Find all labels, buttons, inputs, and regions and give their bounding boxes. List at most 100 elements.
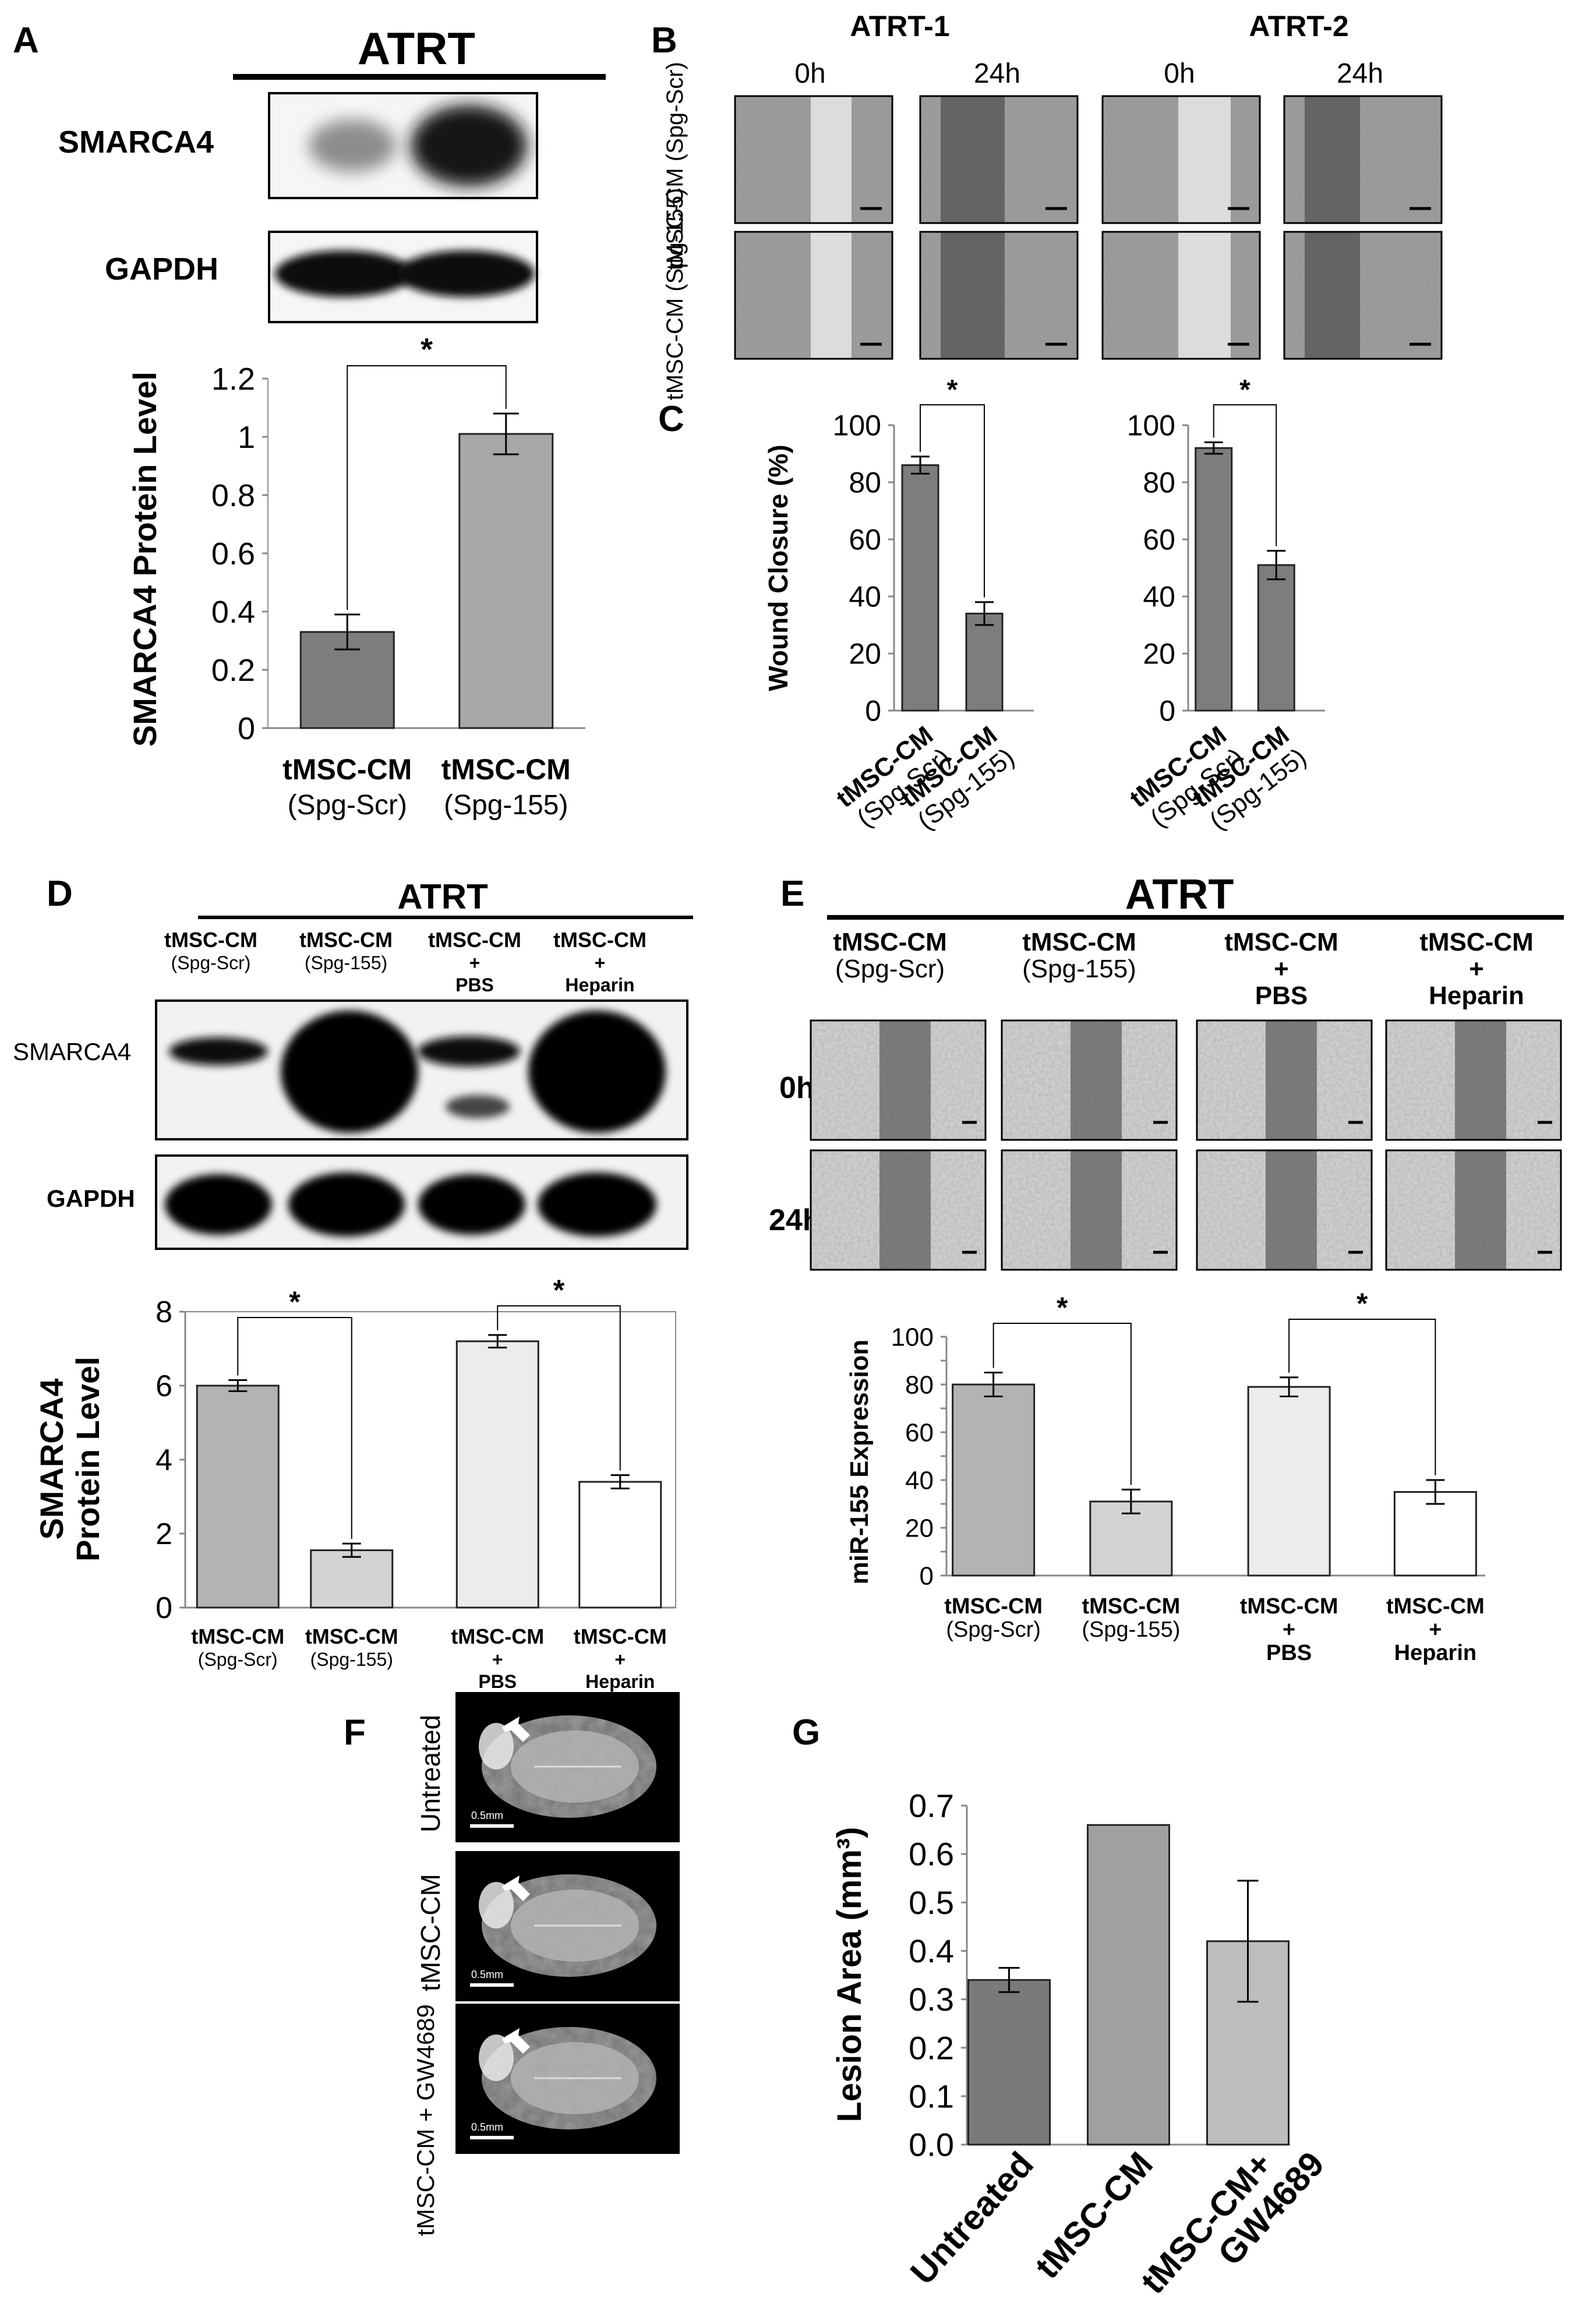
y-tick-label: 20	[905, 1514, 934, 1542]
x-category-label-line: Heparin	[1394, 1641, 1476, 1665]
timepoint-0h-1: 0h	[794, 58, 825, 89]
blot-label-gapdh-d: GAPDH	[47, 1185, 135, 1212]
x-category-label-line: tMSC-CM	[574, 1624, 667, 1648]
mri-scan: 0.5mm	[455, 1851, 680, 2001]
y-tick-label: 1	[238, 420, 255, 455]
lane-label-line: tMSC-CM	[553, 928, 647, 952]
scale-bar-label: 0.5mm	[471, 1810, 503, 1821]
x-category-label-line: +	[1429, 1617, 1442, 1642]
blot-gapdh	[268, 231, 538, 323]
y-tick-label: 100	[1127, 409, 1175, 442]
panel-b-letter: B	[651, 20, 677, 61]
cell-frame	[1101, 231, 1261, 360]
timepoint-24h-1: 24h	[974, 58, 1020, 89]
wound-image	[1196, 1149, 1373, 1271]
bar	[952, 1383, 1036, 1577]
y-tick-label: 0.2	[211, 653, 255, 688]
bar	[299, 631, 395, 729]
bar	[1393, 1491, 1477, 1577]
bar	[901, 464, 939, 712]
panel-g-letter: G	[792, 1712, 820, 1753]
x-category-label-line: tMSC-CM	[451, 1624, 544, 1648]
x-category-sublabel: (Spg-155)	[444, 790, 568, 821]
mri-label-tmsc-cm-gw4689-text: tMSC-CM + GW4689	[412, 2004, 439, 2236]
y-tick-label: 80	[905, 1371, 934, 1399]
significance-star: *	[1239, 375, 1250, 405]
x-category-label-line: tMSC-CM	[1386, 1594, 1485, 1619]
x-category-label-line: tMSC-CM	[944, 1594, 1043, 1619]
y-tick-label: 60	[1143, 524, 1175, 556]
bar	[458, 433, 554, 729]
y-axis-title: SMARCA4 Protein Level	[126, 372, 163, 747]
x-category-label-line: +	[614, 1649, 626, 1670]
wound-image	[734, 231, 893, 360]
significance-star: *	[1057, 1291, 1068, 1324]
y-tick-label: 0	[865, 695, 881, 727]
wound-gap	[1455, 1020, 1506, 1140]
x-category-label: tMSC-CM	[282, 753, 412, 786]
timepoint-0h-e: 0h	[779, 1071, 815, 1105]
x-category-sublabel: (Spg-Scr)	[288, 790, 407, 821]
y-tick-label: 0.4	[211, 595, 255, 630]
wound-image	[1283, 95, 1443, 224]
cell-frame	[1001, 1019, 1178, 1141]
significance-bracket	[497, 1305, 621, 1471]
wound-gap	[1305, 96, 1360, 223]
significance-bracket	[1213, 404, 1277, 546]
cell-frame	[1196, 1019, 1373, 1141]
x-category-label-line: +	[492, 1649, 503, 1670]
cell-frame	[1001, 1149, 1178, 1271]
lane-label-line: tMSC-CM	[1224, 928, 1338, 956]
wound-image-grid-e	[810, 1019, 1562, 1271]
mri-label-tmsc-cm-gw4689: tMSC-CM + GW4689	[412, 2004, 439, 2236]
bar	[455, 1340, 539, 1609]
wound-image	[919, 231, 1079, 360]
wound-gap	[811, 232, 852, 359]
x-category-label-line: (Spg-Scr)	[198, 1649, 278, 1670]
y-tick-label: 0.7	[909, 1788, 954, 1824]
panel-c-letter: C	[658, 399, 684, 439]
lane-label-line: tMSC-CM	[164, 928, 257, 952]
panel-e: E ATRT tMSC-CM(Spg-Scr)tMSC-CM(Spg-155)t…	[769, 871, 1564, 1665]
blot-label-smarca4-d: SMARCA4	[13, 1038, 131, 1065]
x-category-label-line: tMSC-CM	[1027, 2145, 1160, 2286]
row-label-spg-scr-text: tMSC-CM (Spg-Scr)	[662, 62, 688, 270]
group-label-atrt-2: ATRT-2	[1249, 10, 1348, 43]
wound-image-grid-b	[734, 95, 1443, 360]
mri-label-tmsc-cm-text: tMSC-CM	[415, 1874, 446, 1991]
timepoint-24h-2: 24h	[1337, 58, 1383, 89]
chart-a: 0 0.2 0.4 0.6 0.8 1 1.2 * SMARCA4 Protein Level t…	[126, 332, 585, 821]
mri-lesion	[479, 1723, 514, 1770]
chart-g: 0.0 0.1 0.2 0.3 0.4 0.5 0.6 0.7 Lesion Area (mm³…	[831, 1788, 1331, 2301]
blot-gapdh-d	[155, 1154, 688, 1250]
panel-a-header: ATRT	[358, 23, 475, 74]
row-label-spg-155: tMSC-CM (Spg-155)	[662, 188, 688, 401]
x-category-label: tMSC-CM	[441, 753, 571, 786]
bar	[1257, 564, 1295, 712]
cell-frame	[734, 231, 893, 360]
blot-smarca4	[268, 92, 538, 199]
y-tick-label: 60	[849, 524, 881, 556]
y-tick-label: 0.6	[211, 536, 255, 571]
lane-label-line: tMSC-CM	[1419, 928, 1534, 956]
mri-scan: 0.5mm	[455, 2004, 680, 2154]
chart-c-atrt-2: 020406080100*tMSC-CM(Spg-Scr)tMSC-CM(Spg…	[1125, 375, 1325, 835]
lane-label-line: tMSC-CM	[833, 928, 947, 956]
row-label-spg-155-text: tMSC-CM (Spg-155)	[662, 188, 688, 401]
blot-smarca4-d	[155, 999, 688, 1140]
panel-e-header: ATRT	[1125, 871, 1234, 918]
y-tick-label: 2	[156, 1517, 172, 1551]
y-tick-label: 80	[1143, 467, 1175, 499]
mri-label-tmsc-cm: tMSC-CM	[415, 1874, 446, 1991]
x-category-label-line: PBS	[478, 1671, 517, 1692]
y-tick-label: 1.2	[211, 362, 255, 397]
cell-frame	[919, 95, 1079, 224]
significance-star: *	[421, 332, 433, 367]
mri-images: 0.5mm 0.5mm 0.5mm	[455, 1692, 680, 2154]
panel-e-lane-labels: tMSC-CM(Spg-Scr)tMSC-CM(Spg-155)tMSC-CM+…	[833, 928, 1534, 1010]
y-tick-label: 0.6	[909, 1836, 954, 1873]
wound-gap	[1071, 1150, 1122, 1270]
